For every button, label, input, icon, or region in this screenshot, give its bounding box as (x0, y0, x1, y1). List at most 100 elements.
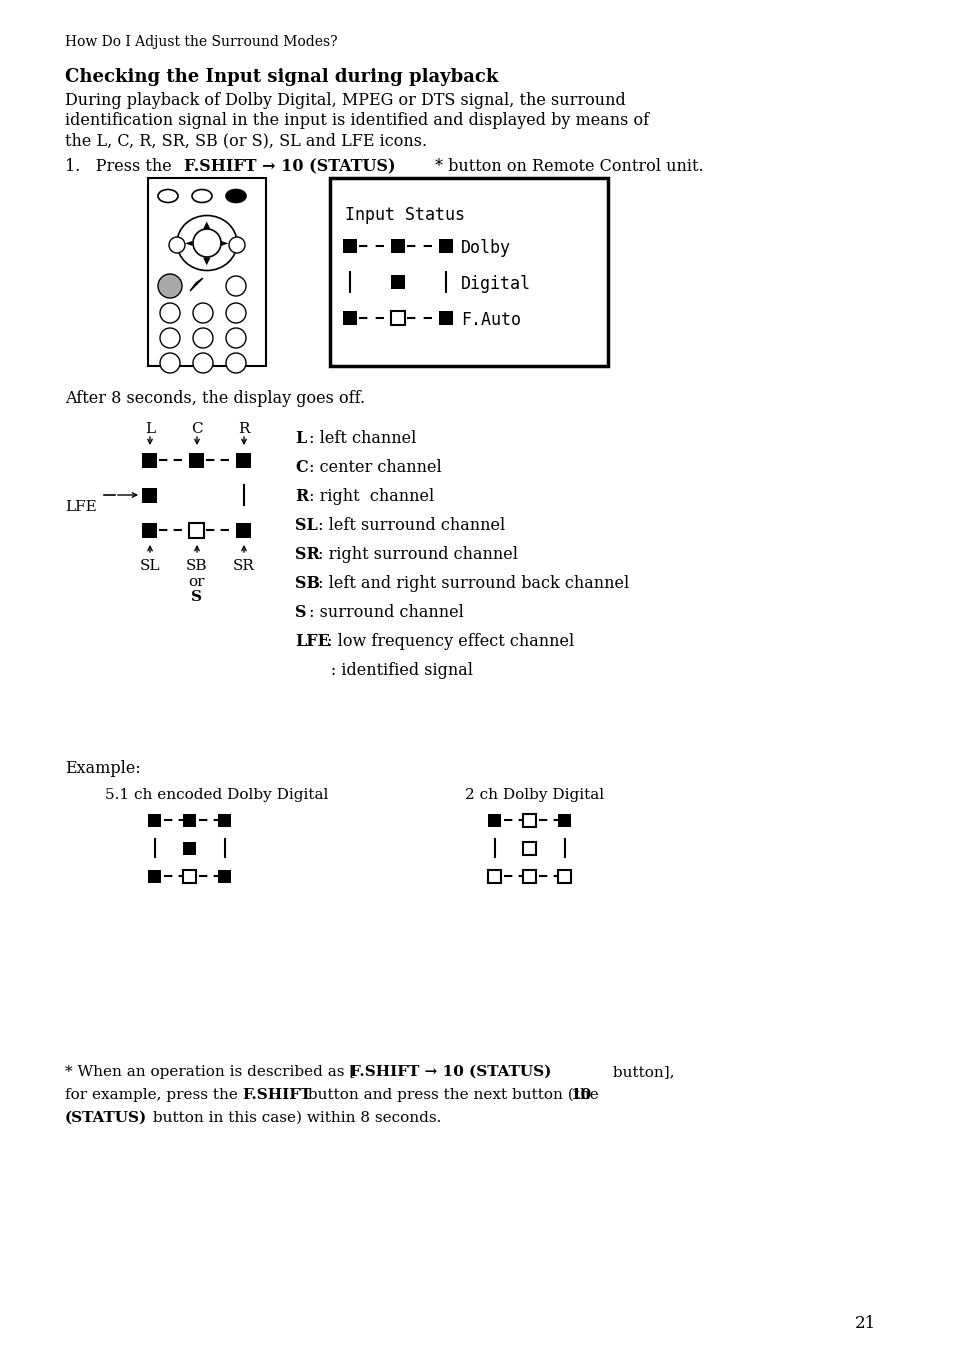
Bar (558, 814, 571, 826)
Text: L: L (145, 422, 155, 436)
Text: Input Status: Input Status (345, 206, 464, 225)
Text: for example, press the: for example, press the (65, 1088, 242, 1102)
Text: : right  channel: : right channel (304, 488, 434, 504)
Bar (149, 814, 161, 826)
Bar (391, 239, 405, 253)
Text: : left surround channel: : left surround channel (313, 516, 505, 534)
Text: button and press the next button (the: button and press the next button (the (303, 1088, 603, 1103)
Text: SL: SL (139, 560, 160, 573)
Circle shape (226, 276, 246, 296)
Bar (148, 178, 266, 366)
Bar (190, 452, 204, 468)
Bar (438, 239, 453, 253)
Text: SB: SB (186, 560, 208, 573)
Text: 2 ch Dolby Digital: 2 ch Dolby Digital (464, 788, 603, 802)
Circle shape (226, 352, 246, 373)
Bar (142, 452, 157, 468)
Text: SR: SR (294, 546, 319, 564)
Text: SL: SL (294, 516, 317, 534)
Bar (183, 814, 196, 826)
Text: : left and right surround back channel: : left and right surround back channel (313, 576, 629, 592)
Bar (142, 522, 157, 538)
Text: (STATUS): (STATUS) (65, 1111, 147, 1124)
Bar (523, 842, 536, 854)
Circle shape (193, 229, 221, 257)
Text: Example:: Example: (65, 760, 141, 777)
Bar (218, 869, 232, 882)
Circle shape (160, 352, 180, 373)
Text: button in this case) within 8 seconds.: button in this case) within 8 seconds. (148, 1111, 441, 1124)
Circle shape (158, 274, 182, 299)
Text: After 8 seconds, the display goes off.: After 8 seconds, the display goes off. (65, 390, 365, 408)
Bar (558, 869, 571, 882)
Text: : low frequency effect channel: : low frequency effect channel (322, 633, 574, 650)
Bar (343, 311, 356, 325)
Bar (343, 239, 356, 253)
Bar (330, 178, 607, 366)
Polygon shape (190, 278, 203, 291)
Text: C: C (294, 459, 308, 476)
Text: R: R (294, 488, 308, 504)
Text: How Do I Adjust the Surround Modes?: How Do I Adjust the Surround Modes? (65, 35, 337, 48)
Text: Digital: Digital (460, 274, 531, 293)
Text: ►: ► (221, 238, 229, 247)
Text: ◄: ◄ (185, 238, 193, 247)
Text: button],: button], (607, 1065, 674, 1079)
Text: F.SHIFT → 10 (STATUS): F.SHIFT → 10 (STATUS) (350, 1065, 551, 1079)
Text: S: S (192, 590, 202, 604)
Text: LFE: LFE (65, 500, 96, 514)
Bar (149, 869, 161, 882)
Circle shape (160, 303, 180, 323)
Circle shape (169, 237, 185, 253)
Text: * button on Remote Control unit.: * button on Remote Control unit. (435, 157, 703, 175)
Text: identification signal in the input is identified and displayed by means of: identification signal in the input is id… (65, 112, 648, 129)
Bar (218, 814, 232, 826)
Bar (183, 869, 196, 882)
Text: ▼: ▼ (203, 257, 211, 265)
Circle shape (226, 328, 246, 348)
Text: Checking the Input signal during playback: Checking the Input signal during playbac… (65, 69, 497, 86)
Text: : surround channel: : surround channel (304, 604, 463, 621)
Text: F.SHIFT → 10 (STATUS): F.SHIFT → 10 (STATUS) (184, 157, 395, 175)
Bar (488, 814, 501, 826)
Text: R: R (238, 422, 250, 436)
Text: : identified signal: : identified signal (294, 662, 473, 679)
Text: 1.   Press the: 1. Press the (65, 157, 176, 175)
Text: Using Receiver: Using Receiver (878, 724, 891, 837)
Text: SR: SR (233, 560, 254, 573)
Text: : center channel: : center channel (304, 459, 441, 476)
Circle shape (193, 303, 213, 323)
Text: L: L (294, 430, 306, 447)
Bar (488, 869, 501, 882)
Text: SB: SB (294, 576, 319, 592)
Text: F.SHIFT: F.SHIFT (242, 1088, 311, 1102)
Text: : left channel: : left channel (304, 430, 416, 447)
Circle shape (193, 352, 213, 373)
Text: ▲: ▲ (203, 221, 211, 230)
Text: * When an operation is described as [: * When an operation is described as [ (65, 1065, 355, 1079)
Bar (190, 522, 204, 538)
Bar (236, 522, 252, 538)
Ellipse shape (192, 190, 212, 203)
Text: S: S (294, 604, 306, 621)
Bar (183, 842, 196, 854)
Ellipse shape (177, 215, 236, 270)
Text: 10: 10 (569, 1088, 591, 1102)
Text: C: C (191, 422, 203, 436)
Bar (438, 311, 453, 325)
Bar (142, 487, 157, 503)
Circle shape (226, 303, 246, 323)
Text: F.Auto: F.Auto (460, 311, 520, 330)
Text: 21: 21 (854, 1315, 876, 1332)
Circle shape (229, 237, 245, 253)
Text: During playback of Dolby Digital, MPEG or DTS signal, the surround: During playback of Dolby Digital, MPEG o… (65, 91, 625, 109)
Bar (236, 452, 252, 468)
Circle shape (193, 328, 213, 348)
Bar (391, 274, 405, 289)
Ellipse shape (158, 190, 178, 203)
Text: or: or (189, 576, 205, 589)
Text: 5.1 ch encoded Dolby Digital: 5.1 ch encoded Dolby Digital (105, 788, 328, 802)
Text: Dolby: Dolby (460, 239, 511, 257)
Text: : right surround channel: : right surround channel (313, 546, 517, 564)
Text: the L, C, R, SR, SB (or S), SL and LFE icons.: the L, C, R, SR, SB (or S), SL and LFE i… (65, 132, 427, 149)
